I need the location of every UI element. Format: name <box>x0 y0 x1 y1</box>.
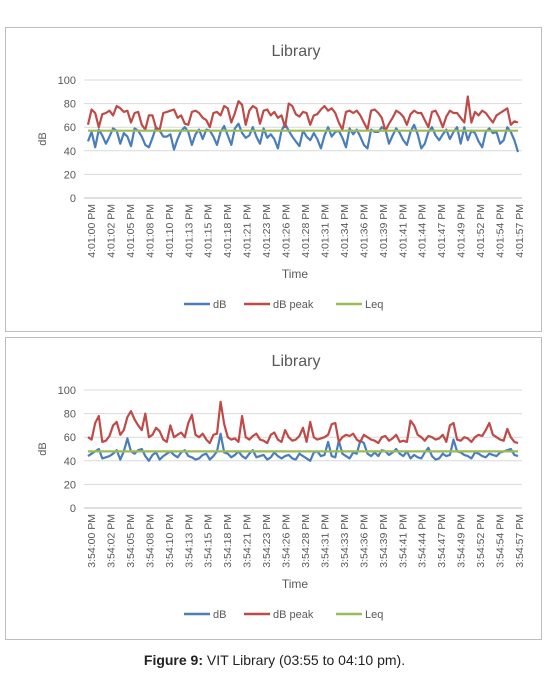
x-tick-label: 3:54:00 PM <box>86 514 98 568</box>
chart-panel-bottom: Library 0 20 40 60 80 100 dB 3:54:00 PM 3:54:02 P… <box>5 337 542 640</box>
x-tick-label: 3:54:54 PM <box>495 514 507 568</box>
figure-caption: Figure 9: VIT Library (03:55 to 04:10 pm… <box>0 652 549 668</box>
y-axis-label: dB <box>37 132 49 145</box>
legend-item: dB <box>184 609 226 621</box>
y-tick-label: 40 <box>64 146 76 158</box>
y-tick-label: 0 <box>70 503 76 515</box>
x-tick-label: 3:54:33 PM <box>339 514 351 568</box>
x-tick-label: 4:01:13 PM <box>183 204 195 258</box>
y-tick-label: 20 <box>64 169 76 181</box>
x-tick-label: 3:54:44 PM <box>417 514 429 568</box>
x-tick-label: 4:01:31 PM <box>319 204 331 258</box>
x-tick-label: 4:01:26 PM <box>281 204 293 258</box>
x-tick-label: 4:01:21 PM <box>242 204 254 258</box>
x-tick-label: 3:54:52 PM <box>475 514 487 568</box>
x-tick-label: 3:54:15 PM <box>203 514 215 568</box>
legend-label: Leq <box>365 609 383 621</box>
x-tick-label: 4:01:52 PM <box>475 204 487 258</box>
figure-caption-label: Figure 9: <box>143 652 204 668</box>
x-tick-label: 4:01:00 PM <box>86 204 98 258</box>
y-tick-label: 40 <box>64 456 76 468</box>
series-line-db-peak <box>87 400 519 445</box>
legend-item: dB <box>184 299 226 311</box>
x-tick-label: 3:54:21 PM <box>242 514 254 568</box>
x-tick-label: 3:54:28 PM <box>300 514 312 568</box>
x-tick-label: 4:01:34 PM <box>339 204 351 258</box>
x-tick-label: 3:54:41 PM <box>397 514 409 568</box>
x-tick-label: 3:54:18 PM <box>222 514 234 568</box>
x-tick-label: 4:01:28 PM <box>300 204 312 258</box>
x-tick-label: 4:01:36 PM <box>358 204 370 258</box>
x-tick-label: 4:01:02 PM <box>105 204 117 258</box>
chart-panel-top: Library 0 20 40 60 80 100 dB 4:01:00 PM 4:01:02 P… <box>5 27 542 332</box>
y-tick-label: 20 <box>64 479 76 491</box>
legend-label: dB peak <box>273 609 314 621</box>
x-tick-label: 4:01:05 PM <box>125 204 137 258</box>
x-axis-label: Time <box>282 267 309 281</box>
y-tick-label: 60 <box>64 122 76 134</box>
x-tick-label: 4:01:44 PM <box>417 204 429 258</box>
x-axis-label: Time <box>282 577 309 591</box>
x-tick-label: 3:54:10 PM <box>164 514 176 568</box>
series-line-db <box>86 122 520 153</box>
legend-label: dB <box>213 609 226 621</box>
x-tick-label: 3:54:31 PM <box>319 514 331 568</box>
legend-label: Leq <box>365 299 383 311</box>
x-tick-label: 4:01:49 PM <box>456 204 468 258</box>
series-line-db <box>87 432 519 462</box>
legend-item: dB peak <box>244 609 314 621</box>
x-tick-label: 4:01:15 PM <box>203 204 215 258</box>
y-tick-label: 60 <box>64 432 76 444</box>
x-tick-label: 4:01:57 PM <box>514 204 526 258</box>
y-tick-label: 100 <box>58 385 76 397</box>
chart-title: Library <box>272 43 321 60</box>
x-tick-label: 4:01:10 PM <box>164 204 176 258</box>
x-tick-label: 3:54:49 PM <box>456 514 468 568</box>
legend-label: dB <box>213 299 226 311</box>
x-tick-label: 3:54:26 PM <box>281 514 293 568</box>
x-tick-label: 3:54:23 PM <box>261 514 273 568</box>
x-tick-label: 4:01:18 PM <box>222 204 234 258</box>
y-tick-label: 80 <box>64 409 76 421</box>
x-tick-label: 3:54:02 PM <box>105 514 117 568</box>
x-tick-label: 4:01:08 PM <box>144 204 156 258</box>
x-tick-label: 4:01:47 PM <box>436 204 448 258</box>
figure-caption-text: VIT Library (03:55 to 04:10 pm). <box>206 652 406 668</box>
x-tick-label: 3:54:13 PM <box>183 514 195 568</box>
y-tick-label: 100 <box>58 75 76 87</box>
x-tick-label: 4:01:23 PM <box>261 204 273 258</box>
y-tick-label: 0 <box>70 193 76 205</box>
x-tick-label: 3:54:57 PM <box>514 514 526 568</box>
x-tick-label: 3:54:08 PM <box>144 514 156 568</box>
legend-item: dB peak <box>244 299 314 311</box>
chart-title: Library <box>272 353 321 370</box>
legend-item: Leq <box>336 609 383 621</box>
legend-item: Leq <box>336 299 383 311</box>
legend-label: dB peak <box>273 299 314 311</box>
line-chart-bottom: Library 0 20 40 60 80 100 dB 3:54:00 PM 3:54:02 P… <box>37 353 526 621</box>
series-line-db-peak <box>86 95 519 132</box>
y-axis-label: dB <box>37 442 49 455</box>
x-tick-label: 3:54:47 PM <box>436 514 448 568</box>
x-tick-label: 3:54:36 PM <box>358 514 370 568</box>
line-chart-top: Library 0 20 40 60 80 100 dB 4:01:00 PM 4:01:02 P… <box>37 43 526 311</box>
y-tick-label: 80 <box>64 99 76 111</box>
x-tick-label: 4:01:41 PM <box>397 204 409 258</box>
x-tick-label: 4:01:39 PM <box>378 204 390 258</box>
x-tick-label: 4:01:54 PM <box>495 204 507 258</box>
x-tick-label: 3:54:05 PM <box>125 514 137 568</box>
x-tick-label: 3:54:39 PM <box>378 514 390 568</box>
